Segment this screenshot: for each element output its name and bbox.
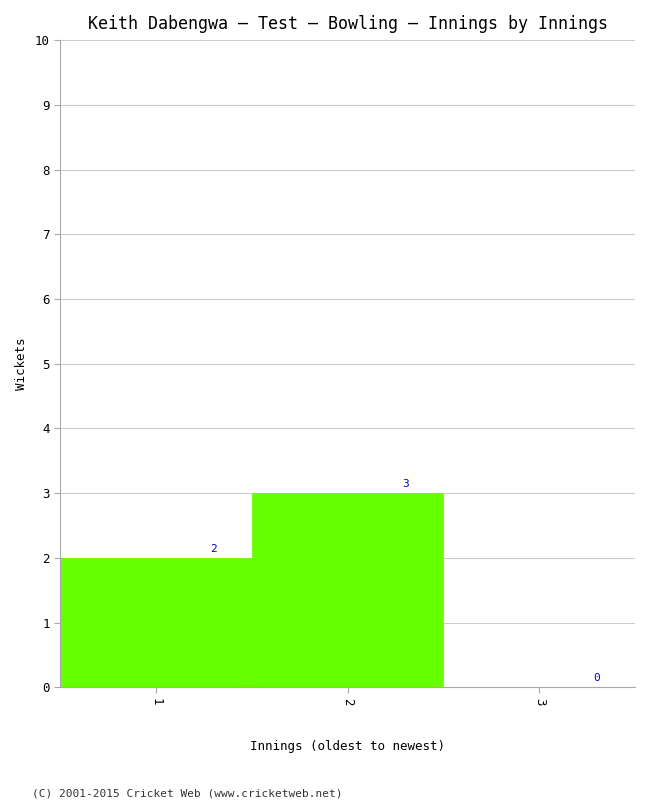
- X-axis label: Innings (oldest to newest): Innings (oldest to newest): [250, 740, 445, 753]
- Bar: [60, 558, 252, 687]
- Text: 2: 2: [210, 544, 217, 554]
- Text: (C) 2001-2015 Cricket Web (www.cricketweb.net): (C) 2001-2015 Cricket Web (www.cricketwe…: [32, 788, 343, 798]
- Bar: [252, 493, 443, 687]
- Text: 3: 3: [402, 479, 408, 490]
- Title: Keith Dabengwa – Test – Bowling – Innings by Innings: Keith Dabengwa – Test – Bowling – Inning…: [88, 15, 608, 33]
- Text: 0: 0: [593, 674, 600, 683]
- Y-axis label: Wickets: Wickets: [15, 338, 28, 390]
